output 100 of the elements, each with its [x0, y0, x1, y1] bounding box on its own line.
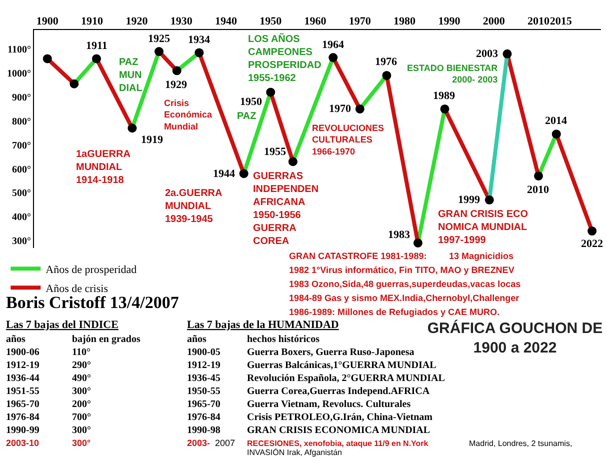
text: 1990-98	[187, 425, 220, 436]
text: Boris Cristoff 13/4/2007	[6, 293, 180, 312]
text: GRÁFICA GOUCHON DE 1900 a 2022	[427, 319, 603, 356]
text: Las 7 bajas del INDICE	[6, 319, 118, 331]
annotation: 1983	[388, 229, 410, 241]
annotation: 1999	[458, 194, 480, 206]
x-tick-label: 1920	[126, 16, 148, 28]
y-tick-label: 900°	[12, 92, 31, 104]
point	[266, 88, 276, 97]
annotation: 1929	[165, 79, 188, 91]
x-tick-label: 1970	[348, 16, 372, 28]
text: 1900-05	[187, 347, 220, 358]
text: 300°	[72, 438, 92, 448]
x-tick-label: 1980	[394, 16, 416, 28]
x-tick-label: 1960	[304, 16, 327, 28]
point	[70, 79, 79, 88]
annotation: Crisis Económica Mundial	[164, 98, 214, 132]
text: Guerra Corea,Guerras Independ.AFRICA	[247, 386, 430, 397]
text: 1936-45	[187, 373, 220, 384]
annotation: ESTADO BIENESTAR 2000- 2003	[407, 63, 498, 85]
text: 1976-84	[187, 412, 220, 423]
text: 1990-99	[6, 425, 40, 436]
annotation: 1919	[141, 134, 164, 146]
annotation: 1989	[433, 90, 456, 102]
y-tick-label: 1000°	[7, 68, 31, 80]
point	[128, 124, 137, 133]
annotation: GUERRAS INDEPENDEN AFRICANA 1950-1956 GUERRA COREA	[253, 171, 319, 247]
annotation: 1970	[329, 103, 352, 115]
x-tick-label: 1930	[170, 16, 193, 28]
text: hechos históricos	[247, 334, 320, 345]
annotation: 1944	[213, 168, 236, 180]
text: 2003-10	[6, 438, 40, 448]
text: Crisis PETROLEO,G.Irán, China-Vietnam	[247, 412, 434, 423]
text: Guerra Boxers, Guerra Ruso-Japonesa	[247, 347, 414, 358]
text: 1951-55	[6, 386, 40, 397]
text: 200°	[72, 399, 91, 410]
annotation: 1934	[188, 34, 210, 46]
annotation: GRAN CRISIS ECO NOMICA MUNDIAL 1997-1999	[438, 209, 528, 246]
text: 490°	[72, 373, 91, 384]
text: 1976-84	[6, 412, 40, 423]
y-tick-label: 1100°	[8, 44, 31, 56]
annotation: 1911	[86, 40, 108, 52]
annotation: PAZ	[237, 111, 256, 122]
annotation: REVOLUCIONES CULTURALES 1966-1970	[312, 123, 384, 156]
y-tick-label: 300°	[12, 236, 31, 248]
text: GRAN CATASTROFE 1981-1989:	[289, 251, 427, 261]
x-tick-label: 1910	[81, 16, 104, 28]
text: 1982 1°Virus informático, Fin TITO, MAO y BREZNEV	[289, 265, 514, 275]
point	[413, 238, 422, 248]
point	[588, 226, 597, 236]
annotation: 1950	[240, 96, 262, 108]
point	[440, 104, 450, 114]
y-tick-label: 800°	[12, 116, 31, 128]
text: Madrid, Londres, 2 tsunamis,	[469, 439, 572, 448]
point	[42, 54, 52, 64]
text: 1984-89 Gas y sismo MEX.India,Chernobyl,Challenger	[289, 293, 520, 303]
text: Revolución Española, 2°GUERRA MUNDIAL	[247, 373, 446, 384]
text: 110°	[72, 347, 90, 358]
text: años	[6, 334, 26, 345]
text: 2007	[215, 438, 236, 448]
point	[355, 104, 364, 114]
y-tick-label: 700°	[12, 140, 31, 152]
text: 1950-55	[187, 386, 220, 397]
annotation: 2014	[545, 115, 568, 127]
text: 1986-1989: Millones de Refugiados y CAE MURO.	[289, 307, 500, 317]
point	[328, 53, 338, 62]
text: 700°	[72, 412, 91, 423]
text: 1983 Ozono,Sida,48 guerras,superdeudas,vacas locas	[289, 279, 521, 289]
y-tick-label: 400°	[12, 212, 31, 224]
point	[239, 169, 248, 178]
x-tick-label: 1940	[214, 16, 238, 28]
point	[534, 171, 543, 180]
y-tick-label: 600°	[12, 164, 31, 176]
text: 1912-19	[6, 360, 40, 371]
point	[172, 66, 182, 76]
text: 300°	[72, 425, 91, 436]
text: 2003-	[187, 438, 210, 448]
point	[92, 54, 101, 64]
annotation: 2010	[527, 184, 550, 196]
x-tick-label: 1950	[260, 16, 282, 28]
text: INVASIÓN Irak, Afganistán	[247, 448, 342, 457]
legend-label: Años de prosperidad	[46, 264, 138, 276]
text: 1965-70	[6, 399, 40, 410]
annotation: PAZ MUN DIAL	[119, 57, 142, 94]
text: Guerra Vietnam, Revolucs. Culturales	[247, 399, 411, 410]
x-tick-label: 1900	[36, 16, 59, 28]
y-tick-label: 500°	[12, 188, 31, 200]
point	[382, 70, 392, 80]
text: 1965-70	[187, 399, 220, 410]
text: 1900-06	[6, 347, 40, 358]
point	[484, 195, 494, 204]
annotation: 1976	[375, 56, 398, 68]
legend-label: Años de crisis	[46, 282, 108, 295]
x-tick-label: 2000	[482, 16, 506, 28]
point	[288, 157, 298, 166]
annotation: 2022	[581, 238, 604, 250]
annotation: 2003	[476, 48, 498, 60]
annotation: 1955	[264, 146, 286, 158]
point	[194, 48, 204, 58]
text: 290°	[72, 360, 91, 371]
